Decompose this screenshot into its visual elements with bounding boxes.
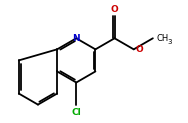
- Text: Cl: Cl: [71, 108, 81, 117]
- Text: O: O: [111, 5, 118, 14]
- Text: O: O: [136, 45, 144, 54]
- Text: N: N: [72, 34, 80, 43]
- Text: CH: CH: [156, 34, 168, 43]
- Text: 3: 3: [167, 39, 172, 45]
